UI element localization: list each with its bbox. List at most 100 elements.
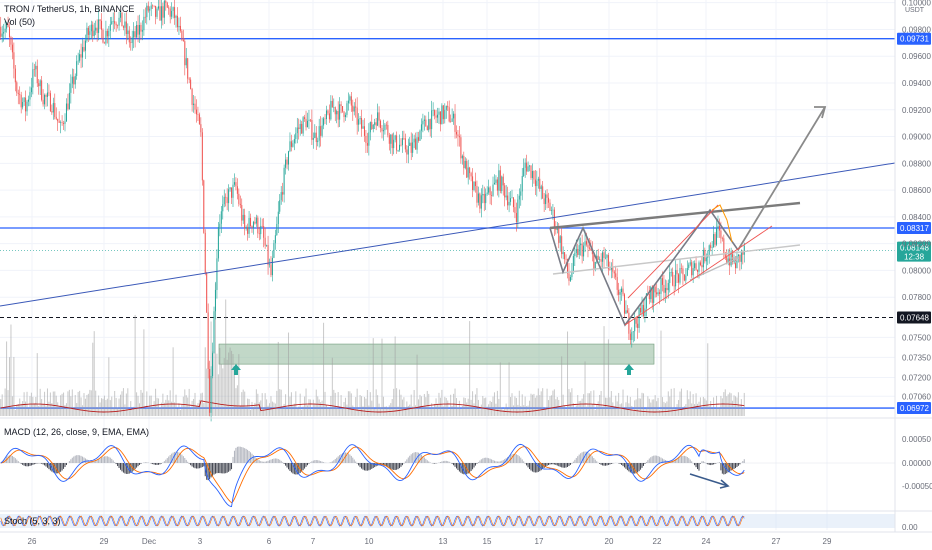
volume-bar — [590, 391, 592, 416]
candle-body — [328, 113, 330, 120]
volume-bar — [115, 397, 117, 416]
candle-body — [539, 178, 541, 189]
volume-bar — [20, 403, 22, 416]
macd-histogram-bar — [372, 463, 374, 469]
candle-body — [79, 54, 81, 61]
volume-bar — [656, 401, 658, 416]
candle-body — [112, 21, 114, 22]
candle-body — [597, 255, 599, 260]
candle-body — [273, 243, 275, 258]
volume-bar — [426, 390, 428, 416]
volume-bar — [680, 388, 682, 416]
macd-histogram-bar — [577, 456, 579, 463]
candle-body — [523, 167, 525, 176]
volume-bar — [407, 405, 409, 416]
candle-body — [1, 33, 3, 37]
macd-histogram-bar — [578, 454, 580, 463]
candle-body — [274, 235, 276, 244]
volume-bar — [201, 392, 203, 416]
volume-bar — [105, 400, 107, 416]
candle-body — [626, 310, 628, 313]
candle-body — [98, 19, 100, 33]
macd-histogram-bar — [295, 463, 297, 475]
macd-histogram-bar — [502, 460, 504, 463]
volume-bar — [542, 388, 544, 416]
candle-body — [550, 210, 552, 211]
candle-body — [58, 121, 60, 123]
macd-histogram-bar — [276, 458, 278, 463]
volume-bar — [286, 408, 288, 416]
candle-body — [458, 136, 460, 138]
macd-histogram-bar — [515, 454, 517, 463]
macd-histogram-bar — [610, 463, 612, 464]
macd-histogram-bar — [444, 460, 446, 463]
candle-body — [233, 182, 235, 185]
volume-bar — [704, 398, 706, 416]
macd-histogram-bar — [476, 463, 478, 464]
volume-bar — [331, 357, 333, 416]
candle-body — [680, 268, 682, 269]
macd-histogram-bar — [138, 463, 141, 465]
macd-histogram-bar — [279, 459, 281, 463]
volume-bar — [412, 406, 414, 416]
volume-bar — [252, 406, 254, 416]
candle-body — [10, 37, 12, 45]
macd-histogram-bar — [599, 463, 601, 464]
candle-body — [118, 17, 120, 26]
volume-bar — [666, 401, 668, 416]
volume-bar — [349, 391, 351, 416]
macd-histogram-bar — [200, 463, 202, 468]
candle-body — [90, 24, 92, 32]
macd-histogram-bar — [44, 463, 46, 466]
volume-bar — [353, 409, 355, 416]
volume-bar — [644, 409, 646, 416]
macd-histogram-bar — [423, 457, 425, 463]
volume-bar — [653, 399, 655, 416]
candle-body — [727, 258, 729, 263]
volume-bar — [67, 391, 69, 416]
candle-body — [143, 16, 145, 31]
volume-bar — [337, 392, 339, 416]
candle-body — [711, 247, 713, 248]
macd-histogram-bar — [521, 459, 523, 463]
volume-bar — [114, 391, 116, 416]
candle-body — [558, 227, 560, 243]
price-tick-label: 0.09400 — [902, 79, 931, 88]
macd-histogram-bar — [369, 463, 371, 470]
volume-bar — [697, 403, 699, 416]
candle-body — [688, 264, 690, 269]
macd-histogram-bar — [656, 455, 658, 463]
macd-histogram-bar — [491, 459, 493, 463]
candle-body — [691, 262, 693, 276]
volume-bar — [717, 407, 719, 416]
macd-histogram-bar — [733, 463, 735, 469]
candle-body — [574, 253, 576, 257]
volume-bar — [482, 395, 484, 416]
current-price-label: 0.08148 — [900, 244, 929, 253]
volume-bar — [499, 362, 501, 416]
macd-histogram-bar — [361, 463, 363, 469]
candle-body — [30, 87, 32, 93]
macd-histogram-bar — [493, 460, 495, 463]
candle-body — [628, 312, 630, 334]
candle-body — [261, 225, 263, 227]
candle-body — [166, 2, 168, 8]
macd-histogram-bar — [492, 460, 494, 463]
macd-histogram-bar — [264, 461, 266, 463]
volume-bar — [473, 403, 475, 416]
volume-bar — [548, 400, 550, 416]
candle-body — [64, 121, 66, 124]
volume-bar — [223, 358, 225, 416]
volume-bar — [549, 396, 551, 416]
macd-histogram-bar — [83, 457, 85, 463]
macd-histogram-bar — [689, 459, 691, 463]
volume-bar — [609, 397, 611, 416]
volume-bar — [498, 398, 500, 416]
macd-histogram-bar — [108, 456, 110, 463]
volume-bar — [153, 401, 155, 416]
candle-body — [734, 259, 737, 269]
macd-histogram-bar — [70, 459, 72, 463]
macd-histogram-bar — [17, 461, 19, 463]
candle-body — [412, 142, 414, 153]
